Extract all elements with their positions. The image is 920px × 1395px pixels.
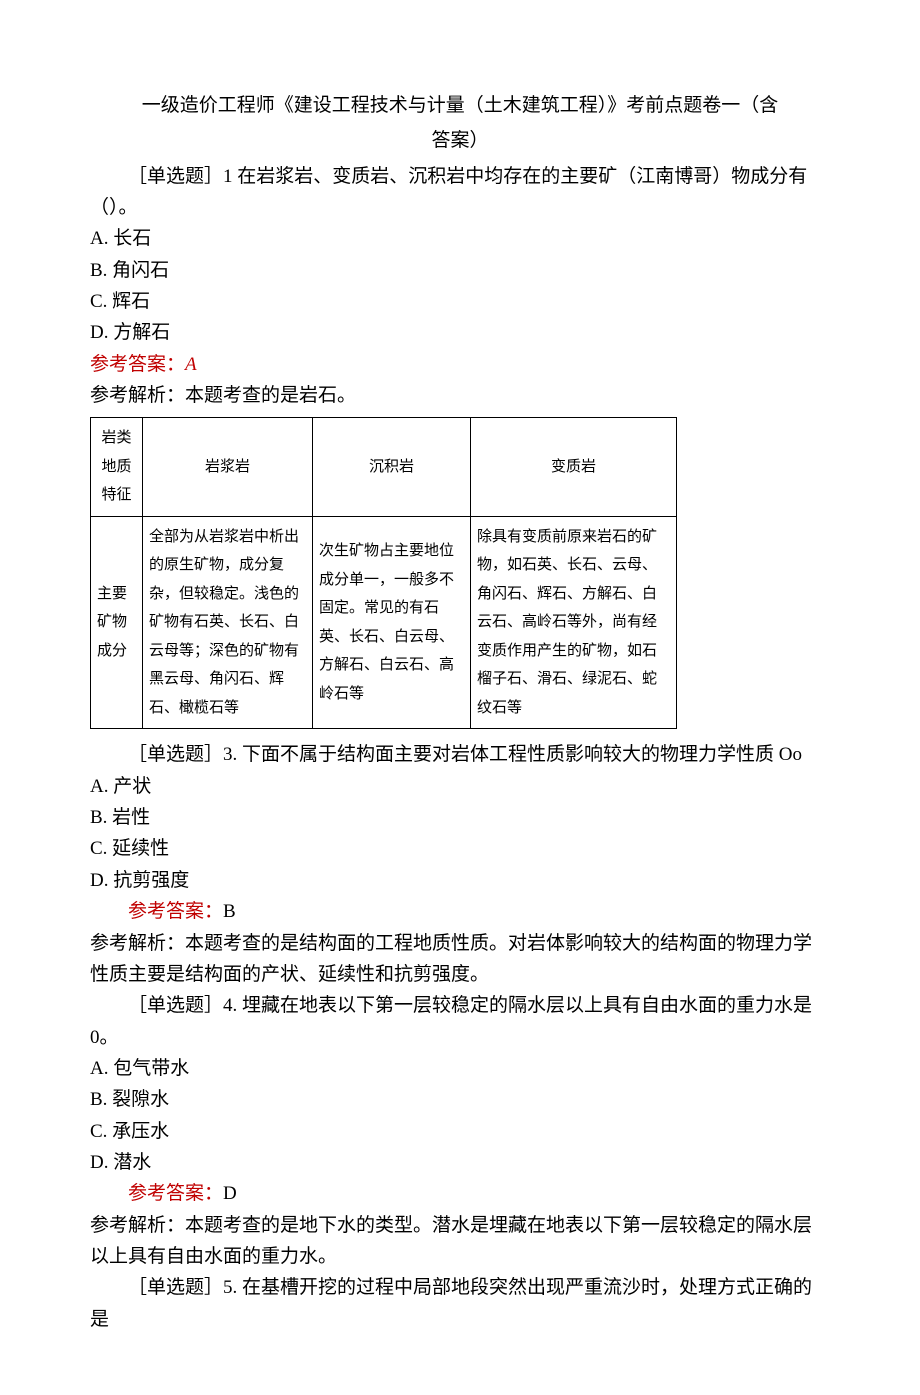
- q4-option-c: C. 承压水: [90, 1116, 830, 1147]
- q1-answer: 参考答案：A: [90, 349, 830, 380]
- table-row: 主要矿物成分 全部为从岩浆岩中析出的原生矿物，成分复杂，但较稳定。浅色的矿物有石…: [91, 516, 677, 729]
- q4-stem-line2: 0。: [90, 1022, 830, 1053]
- q1-answer-label: 参考答案：: [90, 354, 185, 375]
- q4-option-d: D. 潜水: [90, 1147, 830, 1178]
- q4-answer: 参考答案：D: [90, 1178, 830, 1209]
- q3-option-d: D. 抗剪强度: [90, 865, 830, 896]
- q3-option-c: C. 延续性: [90, 833, 830, 864]
- q1-option-b: B. 角闪石: [90, 255, 830, 286]
- q3-option-a: A. 产状: [90, 771, 830, 802]
- cell-rowlabel: 主要矿物成分: [91, 516, 143, 729]
- q3-option-b: B. 岩性: [90, 802, 830, 833]
- doc-title-line1: 一级造价工程师《建设工程技术与计量（土木建筑工程）》考前点题卷一（含: [90, 90, 830, 121]
- q1-explain: 参考解析：本题考查的是岩石。: [90, 380, 830, 411]
- q1-option-d: D. 方解石: [90, 317, 830, 348]
- q4-stem-line1: ［单选题］4. 埋藏在地表以下第一层较稳定的隔水层以上具有自由水面的重力水是: [90, 990, 830, 1021]
- th-feature: 岩类地质特征: [91, 418, 143, 517]
- cell-sedimentary: 次生矿物占主要地位成分单一，一般多不固定。常见的有石英、长石、白云母、方解石、白…: [313, 516, 471, 729]
- q1-option-c: C. 辉石: [90, 286, 830, 317]
- q4-answer-label: 参考答案：: [128, 1183, 223, 1204]
- q1-option-a: A. 长石: [90, 223, 830, 254]
- rock-table: 岩类地质特征 岩浆岩 沉积岩 变质岩 主要矿物成分 全部为从岩浆岩中析出的原生矿…: [90, 417, 677, 729]
- table-header-row: 岩类地质特征 岩浆岩 沉积岩 变质岩: [91, 418, 677, 517]
- q3-answer-value: B: [223, 901, 236, 922]
- cell-metamorphic: 除具有变质前原来岩石的矿物，如石英、长石、云母、角闪石、辉石、方解石、白云石、高…: [471, 516, 677, 729]
- q4-answer-value: D: [223, 1183, 237, 1204]
- th-sedimentary: 沉积岩: [313, 418, 471, 517]
- th-igneous: 岩浆岩: [143, 418, 313, 517]
- q1-answer-value: A: [185, 354, 197, 375]
- q3-answer: 参考答案：B: [90, 896, 830, 927]
- cell-igneous: 全部为从岩浆岩中析出的原生矿物，成分复杂，但较稳定。浅色的矿物有石英、长石、白云…: [143, 516, 313, 729]
- q3-answer-label: 参考答案：: [128, 901, 223, 922]
- q3-stem: ［单选题］3. 下面不属于结构面主要对岩体工程性质影响较大的物理力学性质 Oo: [90, 739, 830, 770]
- q1-stem-line2: （）。: [90, 192, 830, 223]
- q4-option-a: A. 包气带水: [90, 1053, 830, 1084]
- q3-explain: 参考解析：本题考查的是结构面的工程地质性质。对岩体影响较大的结构面的物理力学性质…: [90, 928, 830, 991]
- q5-stem: ［单选题］5. 在基槽开挖的过程中局部地段突然出现严重流沙时，处理方式正确的是: [90, 1272, 830, 1335]
- q4-option-b: B. 裂隙水: [90, 1084, 830, 1115]
- q4-explain: 参考解析：本题考查的是地下水的类型。潜水是埋藏在地表以下第一层较稳定的隔水层以上…: [90, 1210, 830, 1273]
- th-metamorphic: 变质岩: [471, 418, 677, 517]
- doc-title-line2: 答案）: [90, 125, 830, 156]
- q1-stem-line1: ［单选题］1 在岩浆岩、变质岩、沉积岩中均存在的主要矿（江南博哥）物成分有: [90, 161, 830, 192]
